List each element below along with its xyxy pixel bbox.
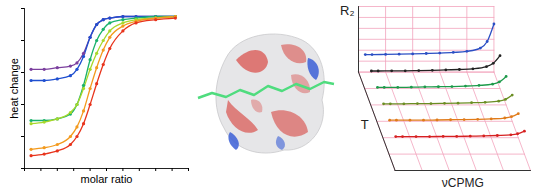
svg-text:νCPMG: νCPMG [442,176,484,190]
svg-text:heat change: heat change [8,58,20,119]
svg-text:molar ratio: molar ratio [81,173,133,185]
svg-text:T: T [361,117,369,132]
svg-text:R₂: R₂ [340,3,354,18]
